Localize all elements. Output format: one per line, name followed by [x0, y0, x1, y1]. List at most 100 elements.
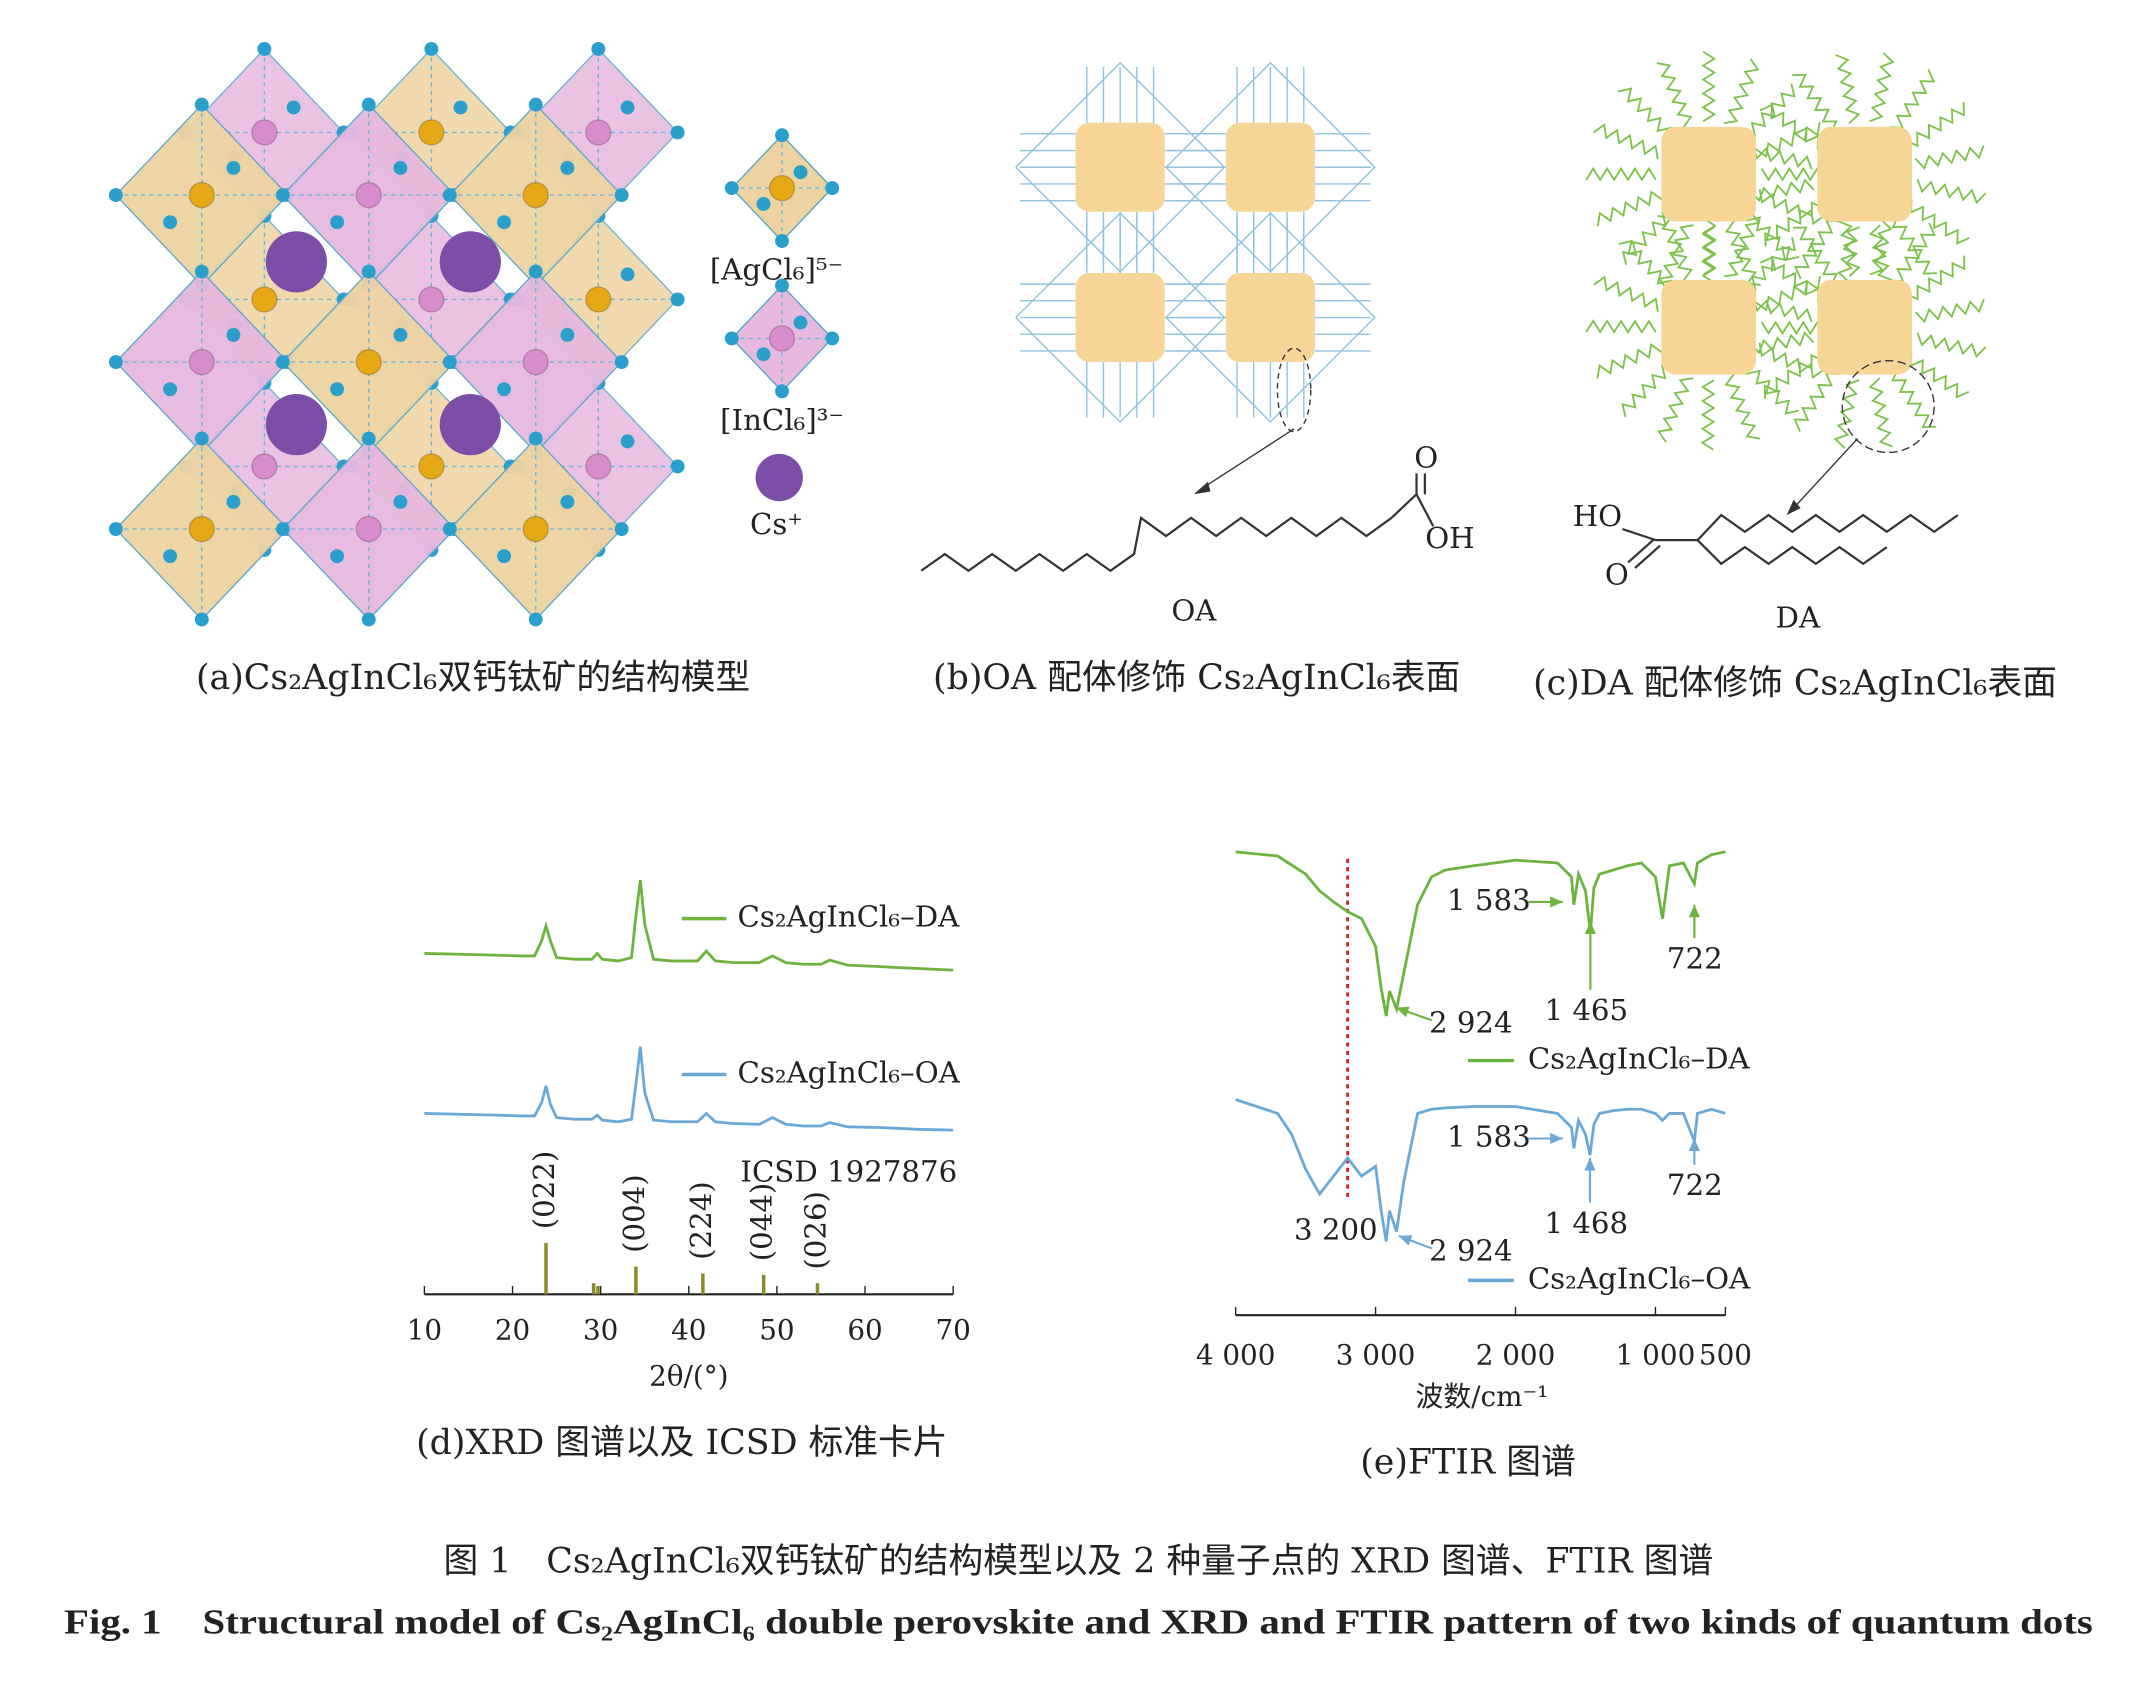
x-tick-label: 2 000 [1476, 1338, 1556, 1371]
ligand [1744, 178, 1815, 204]
peak-annotation: 2 924 [1429, 1234, 1513, 1268]
highlight [1276, 347, 1312, 433]
ligand [1792, 73, 1838, 134]
cl-atom [108, 522, 123, 536]
center-atom [522, 181, 549, 209]
center-atom [355, 348, 382, 376]
cl-atom [393, 327, 408, 342]
ligand-name: OA [1171, 594, 1217, 628]
cl-atom [670, 459, 685, 474]
ligand [1916, 332, 1987, 359]
peak-label: (004) [617, 1174, 651, 1253]
legend-agcl6: [AgCl₆]⁵⁻ [710, 253, 843, 287]
cl-atom [286, 100, 301, 115]
arrow-head [1398, 1235, 1413, 1246]
legend-label: Cs₂AgInCl₆–DA [1528, 1042, 1751, 1076]
cl-atom [361, 264, 376, 279]
cl-atom [275, 522, 290, 536]
cl-atom [724, 331, 739, 346]
x-tick-label: 1 000 [1616, 1338, 1696, 1371]
cs-atom [439, 394, 501, 456]
cl-atom [361, 97, 376, 112]
ligand [1754, 122, 1821, 159]
x-tick-label: 30 [583, 1313, 618, 1346]
cl-atom [528, 431, 543, 446]
ligand [1889, 69, 1936, 129]
cl-atom [614, 522, 629, 536]
ligand [1593, 275, 1659, 312]
ligand [1592, 123, 1659, 160]
ligand [1657, 214, 1693, 281]
ligand [1755, 275, 1821, 312]
ligand [1905, 101, 1965, 148]
ligand [1656, 62, 1693, 129]
cl-atom [163, 382, 178, 397]
peak-annotation: 1 583 [1447, 1119, 1531, 1153]
cl-atom [108, 355, 123, 370]
cl-atom [775, 234, 789, 248]
arrow-head [1688, 1138, 1700, 1152]
center-atom [418, 286, 445, 313]
ligand [1891, 214, 1937, 275]
cl-atom [560, 160, 575, 175]
ligand [1868, 377, 1893, 448]
caption-d: (d)XRD 图谱以及 ICSD 标准卡片 [416, 1423, 947, 1463]
peak-annotation: 1 465 [1544, 993, 1628, 1027]
center-atom [585, 453, 612, 480]
peak-annotation: 722 [1667, 1168, 1723, 1202]
peak-annotation: 3 200 [1294, 1213, 1378, 1247]
figure-title-zh: 图 1 Cs₂AgInCl₆双钙钛矿的结构模型以及 2 种量子点的 XRD 图谱… [444, 1541, 1714, 1581]
x-tick-label: 50 [759, 1313, 794, 1346]
cl-atom [825, 181, 840, 196]
quantum-dot [1075, 122, 1165, 212]
cl-atom [793, 165, 808, 180]
peak-label: (022) [527, 1151, 561, 1230]
xrd-trace [424, 1046, 954, 1132]
center-atom [188, 181, 215, 209]
ligand [1701, 50, 1717, 123]
cl-atom [393, 494, 408, 509]
ligand [1760, 256, 1820, 303]
arrow-head [1584, 1157, 1596, 1171]
cl-atom [793, 315, 808, 330]
ligand [1585, 166, 1657, 182]
cl-atom [614, 355, 629, 370]
quantum-dot [1817, 279, 1912, 375]
center-atom [585, 119, 612, 146]
cl-atom [194, 612, 209, 627]
cl-atom [724, 181, 739, 196]
center-atom [522, 515, 549, 543]
peak-label: (026) [798, 1191, 832, 1270]
cl-atom [163, 549, 178, 564]
legend-cs: Cs⁺ [750, 507, 803, 541]
center-atom [355, 515, 382, 543]
reference-label: ICSD 1927876 [740, 1154, 957, 1188]
ligand [1618, 87, 1672, 141]
x-axis-label: 2θ/(°) [649, 1359, 728, 1392]
arrow-head [1550, 1132, 1563, 1145]
cl-atom [226, 327, 241, 342]
cs-atom [439, 231, 501, 293]
quantum-dot [1817, 126, 1912, 222]
center-atom [522, 348, 549, 376]
arrow-head [1688, 904, 1700, 918]
ligand [1596, 190, 1663, 227]
x-tick-label: 40 [671, 1313, 706, 1346]
ligand [1869, 52, 1895, 123]
ligand [1621, 364, 1676, 418]
cl-atom [330, 549, 345, 564]
cl-atom [620, 267, 635, 282]
cl-atom [497, 215, 512, 230]
legend-label: Cs₂AgInCl₆–DA [737, 900, 960, 934]
cl-atom [670, 292, 685, 307]
cl-atom [361, 431, 376, 446]
x-tick-label: 500 [1699, 1338, 1752, 1371]
cl-atom [497, 549, 512, 564]
ligand [1916, 178, 1987, 205]
center-atom [418, 119, 445, 146]
legend-label: Cs₂AgInCl₆–OA [1528, 1261, 1751, 1295]
ligand [1764, 201, 1824, 247]
caption-c: (c)DA 配体修饰 Cs₂AgInCl₆表面 [1533, 663, 2057, 703]
arrow-head [1193, 481, 1211, 495]
